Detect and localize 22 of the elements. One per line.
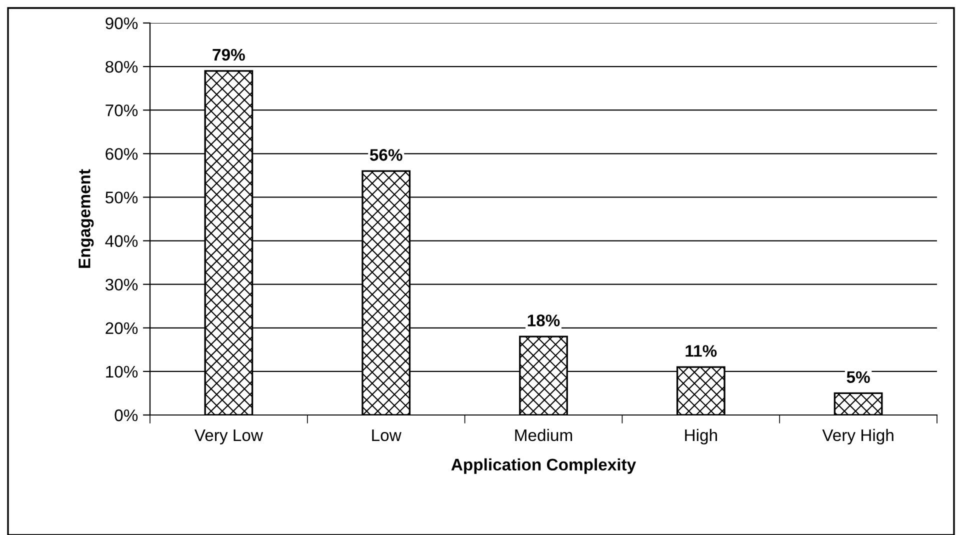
x-tick-label: Low xyxy=(372,430,402,442)
y-tick-label: 50% xyxy=(106,192,138,204)
x-axis-title: Application Complexity xyxy=(451,458,636,474)
y-tick-label: 10% xyxy=(106,366,138,378)
data-label: 79% xyxy=(212,48,245,61)
y-tick-label: 40% xyxy=(105,235,138,247)
y-tick-label: 70% xyxy=(106,104,138,116)
data-label: 5% xyxy=(846,371,870,383)
data-label: 56% xyxy=(370,149,402,161)
x-tick-label: Very High xyxy=(822,428,894,444)
x-tick-label: High xyxy=(685,428,717,444)
x-tick-label: Very Low xyxy=(194,430,264,444)
y-axis-title: Engagement xyxy=(78,169,94,268)
data-label: 18% xyxy=(528,314,560,326)
y-tick-label: 90% xyxy=(106,17,138,30)
y-tick-label: 80% xyxy=(106,60,138,73)
y-tick-label: 20% xyxy=(106,322,138,334)
data-label: 11% xyxy=(686,345,717,357)
y-tick-label: 60% xyxy=(106,148,138,160)
y-tick-label: 30% xyxy=(105,278,138,291)
y-tick-label: 0% xyxy=(114,409,138,422)
x-tick-label: Medium xyxy=(515,428,572,442)
